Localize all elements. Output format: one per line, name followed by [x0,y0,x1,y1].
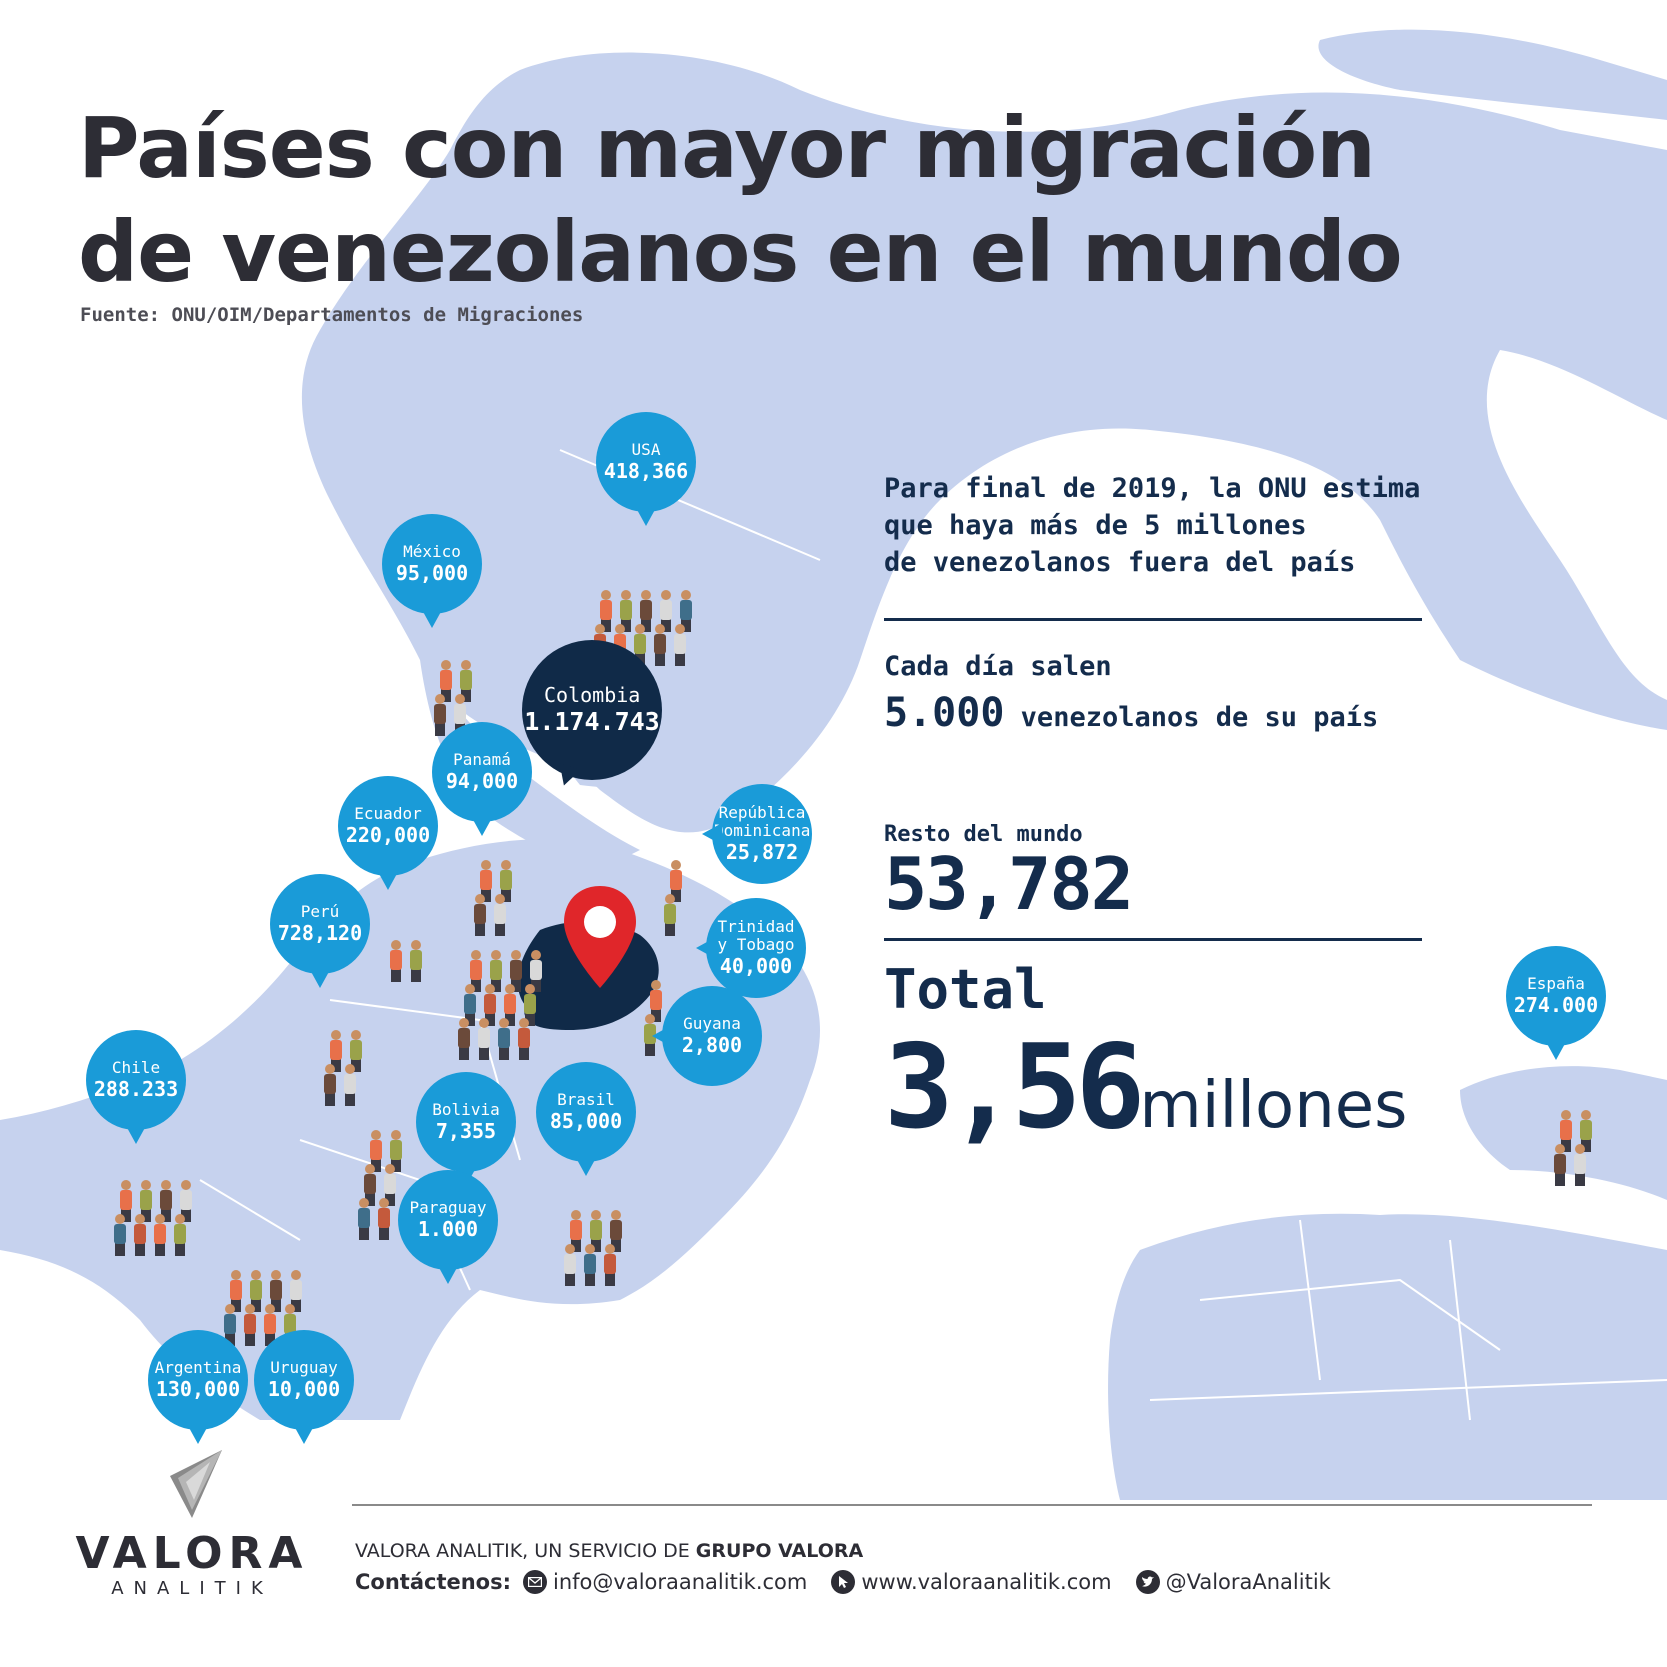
country-name: República Dominicana [714,803,811,840]
cursor-icon [831,1570,856,1594]
footer-brand: VALORA ANALITIK, UN SERVICIO DE GRUPO VA… [355,1540,864,1562]
country-name: Colombia [544,683,641,707]
twitter-icon [1135,1570,1160,1594]
country-name: USA [631,440,661,459]
divider [884,938,1422,941]
country-value: 130,000 [155,1377,241,1401]
bubble-argentina: Argentina 130,000 [148,1330,248,1444]
title-line-1: Países con mayor migración [78,99,1376,197]
africa-landmass [1108,1213,1667,1500]
bubble-brasil: Brasil 85,000 [536,1062,636,1176]
country-value: 1.174.743 [524,707,660,736]
country-value: 94,000 [445,769,519,793]
logo-subtitle: ANALITIK [111,1578,273,1599]
rest-value: 53,782 [884,842,1134,926]
website-link[interactable]: www.valoraanalitik.com [861,1570,1112,1594]
country-name: Ecuador [354,804,422,823]
country-name: España [1527,974,1585,993]
bubble-espana: España 274.000 [1506,946,1606,1060]
greenland-landmass [1318,29,1667,120]
bubble-usa: USA 418,366 [596,412,696,526]
daily-suffix: venezolanos de su país [1004,702,1379,733]
country-name: México [403,542,461,561]
bubble-chile: Chile 288.233 [86,1030,186,1144]
country-value: 7,355 [435,1119,497,1143]
country-value: 220,000 [345,823,431,847]
country-name: Paraguay [409,1198,487,1217]
total-unit: millones [1139,1069,1408,1143]
estimate-highlight: 5 millones [1144,510,1307,541]
source-note: Fuente: ONU/OIM/Departamentos de Migraci… [80,304,584,326]
twitter-handle[interactable]: @ValoraAnalitik [1165,1570,1331,1594]
country-value: 25,872 [725,840,799,864]
title-line-2: de venezolanos en el mundo [78,203,1403,301]
daily-text: Cada día salen 5.000 venezolanos de su p… [884,648,1378,736]
central-america-landmass [420,660,640,870]
total-number: 3,56 [884,1020,1145,1155]
daily-line-1: Cada día salen [884,651,1112,682]
country-value: 85,000 [549,1109,623,1133]
bubble-trinidad-y-tobago: Trinidad y Tobago 40,000 [696,898,806,998]
country-value: 274.000 [1513,993,1599,1017]
daily-line-2: 5.000 venezolanos de su país [884,693,1379,736]
country-name: Perú [300,902,340,921]
country-name: Argentina [154,1358,242,1377]
bubble-colombia: Colombia 1.174.743 [522,640,662,780]
total-label: Total [884,958,1047,1021]
page-title: Países con mayor migración de venezolano… [78,96,1403,304]
bubble-mexico: México 95,000 [382,514,482,628]
estimate-text: Para final de 2019, la ONU estima que ha… [884,470,1420,581]
footer-brand-bold: GRUPO VALORA [695,1540,864,1562]
country-name: Trinidad y Tobago [717,917,795,954]
bubble-guyana: Guyana 2,800 [652,986,762,1086]
footer-divider [352,1504,1592,1506]
logo-name: VALORA [75,1528,309,1579]
south-america-landmass [0,839,820,1420]
estimate-line-1: Para final de 2019, la ONU estima [884,473,1421,504]
country-value: 95,000 [395,561,469,585]
email-icon [523,1570,548,1594]
country-value: 40,000 [719,954,793,978]
bubble-panama: Panamá 94,000 [432,722,532,836]
footer: VALORA ANALITIK, UN SERVICIO DE GRUPO VA… [355,1540,1355,1594]
country-value: 288.233 [93,1077,179,1101]
estimate-line-2: que haya más de 5 millones [884,510,1307,541]
country-name: Bolivia [432,1100,500,1119]
valora-logo: VALORA ANALITIK [72,1448,312,1599]
country-name: Uruguay [270,1358,338,1377]
country-value: 728,120 [277,921,363,945]
country-value: 1.000 [417,1217,479,1241]
estimate-line-3: de venezolanos fuera del país [884,547,1356,578]
map-pin-icon [564,886,636,988]
country-name: Brasil [557,1090,615,1109]
bubble-paraguay: Paraguay 1.000 [398,1170,498,1284]
iberia-landmass [1460,1066,1667,1200]
divider [884,618,1422,621]
country-name: Panamá [453,750,511,769]
country-value: 10,000 [267,1377,341,1401]
email-link[interactable]: info@valoraanalitik.com [553,1570,808,1594]
bubble-bolivia: Bolivia 7,355 [416,1072,516,1186]
country-name: Guyana [683,1014,741,1033]
country-value: 418,366 [603,459,689,483]
valora-logo-icon [170,1450,222,1518]
bubble-ecuador: Ecuador 220,000 [338,776,438,890]
bubble-uruguay: Uruguay 10,000 [254,1330,354,1444]
rest-label: Resto del mundo [884,822,1083,847]
country-value: 2,800 [681,1033,743,1057]
bubble-peru: Perú 728,120 [270,874,370,988]
footer-contact: Contáctenos: info@valoraanalitik.com www… [355,1570,1355,1594]
contact-label: Contáctenos: [355,1570,512,1594]
bubble-republica-dominicana: República Dominicana 25,872 [702,784,812,884]
total-value: 3,56millones [884,1030,1407,1146]
daily-number: 5.000 [884,690,1005,736]
country-name: Chile [111,1058,161,1077]
